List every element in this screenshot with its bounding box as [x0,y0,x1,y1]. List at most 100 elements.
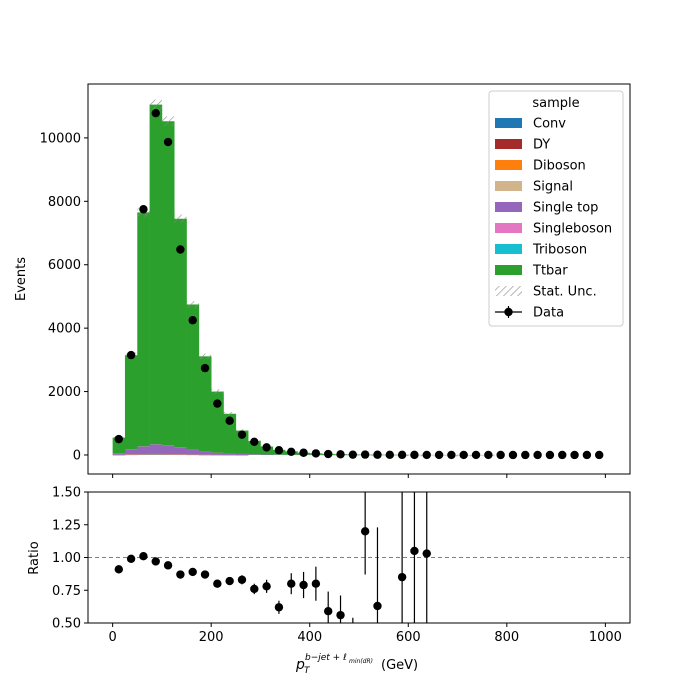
bar [137,446,150,455]
ratio-point [126,554,136,564]
legend-entry: Triboson [495,243,587,258]
unc-band [198,353,212,359]
data-point [163,137,173,147]
legend-title: sample [532,96,579,111]
ratio-point [397,572,407,582]
data-point [373,450,382,459]
legend-swatch [495,181,522,191]
legend-swatch [495,202,522,212]
data-point [533,450,542,460]
legend-swatch [495,265,522,275]
data-point [250,437,259,447]
data-point [287,447,296,457]
data-point [570,450,579,460]
data-point [114,434,123,444]
bar [223,453,237,455]
ratio-point [422,549,431,558]
legend-entries: Conv DY Diboson Signal Single top Singleboson… [495,117,612,321]
data-point [595,450,604,460]
bar [248,454,261,455]
x-label-unit: (GeV) [381,658,418,673]
ratio-point [225,576,234,586]
ratio-plot-area [88,492,630,623]
data-point [496,450,505,460]
x-tick-label: 600 [396,630,421,645]
ratio-point [188,567,197,577]
bar [149,104,163,445]
ratio-point [151,557,160,566]
bar [198,451,212,455]
y-tick-label: 4000 [48,322,81,337]
y-tick-label: 0.75 [52,584,81,599]
data-point [262,443,271,452]
data-point [299,448,308,457]
y-tick-label: 1.50 [52,486,81,501]
ratio-point [373,601,382,611]
data-point [213,399,222,408]
legend-label: Conv [533,117,566,132]
legend-entry: Diboson [495,159,586,174]
legend: sample Conv DY Diboson Signal Single top Sing… [488,90,624,327]
data-point [324,449,333,459]
legend-label: Signal [533,180,573,195]
ratio-panel: 0.50 0.75 1.00 1.25 1.50 0 200 400 600 800 1000 R… [27,486,631,676]
legend-label: Stat. Unc. [533,285,597,300]
ratio-point [360,527,370,536]
legend-swatch [495,118,522,128]
data-point [397,450,407,460]
legend-entry: Singleboson [495,222,612,237]
legend-marker [504,307,513,317]
ratio-point [139,551,148,561]
data-point [348,450,358,459]
unc-band [174,214,187,223]
y-tick-label: 0 [73,448,81,463]
data-point [484,450,493,460]
bar [211,452,224,455]
bar [223,413,237,454]
legend-label: Diboson [533,159,586,174]
x-label-sub: T [304,666,311,676]
data-point [139,205,148,214]
legend-swatch-hatch [495,286,522,296]
main-frame [87,83,631,475]
data-point [126,350,136,360]
x-axis-label: p T b−jet + ℓ min(dR) (GeV) [295,653,418,676]
x-label-sup-sub: min(dR) [349,658,373,665]
ratio-point [262,582,271,591]
legend-box [488,90,624,327]
ratio-point [237,575,247,584]
bar [174,447,187,455]
legend-swatch [495,244,522,254]
bar [174,218,187,448]
legend-label: Data [533,306,564,321]
legend-label: Single top [533,201,598,216]
bar [161,121,175,446]
legend-entry: DY [495,138,550,153]
data-point [521,450,530,460]
data-point [434,450,444,460]
legend-label: Ttbar [532,264,568,279]
data-point [237,430,247,439]
series-singleboson [112,444,224,454]
ratio-point [213,579,222,588]
stacked-histogram [112,104,495,456]
y-tick-label: 2000 [48,385,81,400]
bar [198,356,212,452]
bar [235,453,249,455]
ratio-point [200,570,210,579]
ratio-point [299,580,308,590]
ratio-point [324,607,333,616]
x-tick-label: 1000 [589,630,622,645]
data-point [311,449,321,458]
bar [124,449,138,455]
x-tick-label: 200 [199,630,224,645]
ratio-point [274,603,284,612]
legend-label: Triboson [532,243,587,258]
legend-label: Singleboson [533,222,612,237]
data-point [582,450,592,460]
ratio-y-axis: 0.50 0.75 1.00 1.25 1.50 [52,486,88,632]
y-tick-label: 0.50 [52,617,81,632]
data-point [225,416,234,425]
ratio-point [410,546,419,556]
